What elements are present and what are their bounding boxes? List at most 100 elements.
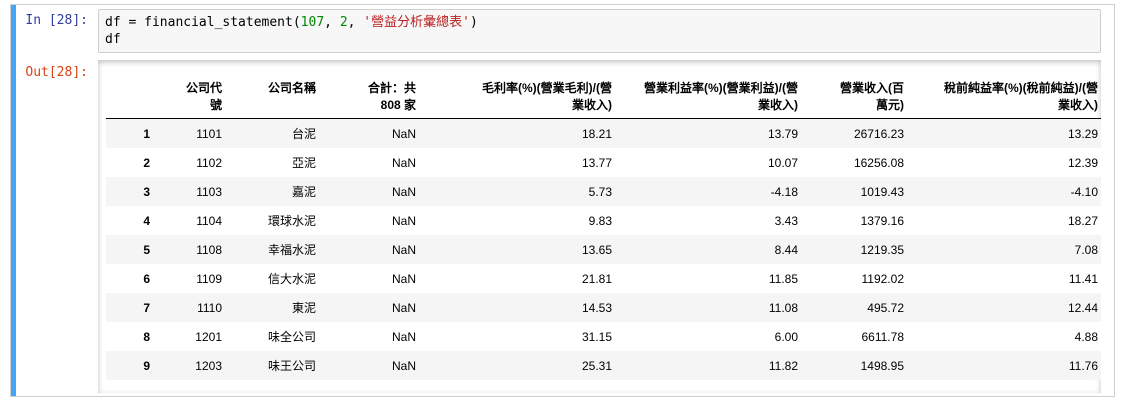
table-cell: 嘉泥 bbox=[291, 185, 316, 199]
table-cell: 25.31 bbox=[581, 358, 612, 373]
code-editor[interactable]: df = financial_statement(107, 2, '營益分析彙總… bbox=[98, 9, 1101, 53]
table-cell: 台泥 bbox=[291, 127, 316, 141]
table-cell: 1109 bbox=[196, 271, 222, 286]
table-cell: 11.41 bbox=[1068, 271, 1098, 286]
table-cell: 1103 bbox=[196, 184, 222, 199]
table-cell: 21.81 bbox=[581, 271, 612, 286]
table-header-row: 公司代號 公司名稱 合計：共 808 家 毛利率(%)(營業毛利)/(營業收入) 營業利… bbox=[106, 76, 1101, 119]
table-cell: 味王公司 bbox=[267, 359, 316, 373]
row-index: 7 bbox=[143, 300, 150, 315]
code-token: ) bbox=[469, 15, 478, 30]
table-cell: 1108 bbox=[196, 242, 222, 257]
table-cell: 9.83 bbox=[588, 213, 612, 228]
table-cell: 1498.95 bbox=[860, 358, 904, 373]
table-cell: 6.00 bbox=[774, 329, 798, 344]
table-cell: 1110 bbox=[197, 300, 222, 315]
code-token: df = financial_statement( bbox=[105, 15, 301, 30]
table-cell: 1203 bbox=[195, 358, 222, 373]
table-cell: 環球水泥 bbox=[267, 214, 316, 228]
table-cell: NaN bbox=[391, 184, 416, 199]
column-header-line: 號 bbox=[209, 98, 222, 112]
table-cell: NaN bbox=[391, 358, 416, 373]
column-header-line: 公司代 bbox=[185, 81, 222, 95]
output-prompt: Out[28]: bbox=[25, 65, 88, 80]
notebook-cell[interactable] bbox=[10, 4, 1115, 397]
column-header-line: 毛利率(%)(營業毛利)/(營 bbox=[482, 81, 612, 95]
table-cell: 6611.78 bbox=[861, 329, 905, 344]
row-index: 3 bbox=[143, 184, 150, 199]
code-line-1: df = financial_statement(107, 2, '營益分析彙總… bbox=[105, 14, 1100, 31]
column-header: 營業收入(百 萬元) bbox=[806, 76, 912, 119]
row-index: 4 bbox=[143, 213, 150, 228]
table-cell: 1379.16 bbox=[860, 213, 904, 228]
table-cell: 味全公司 bbox=[267, 330, 316, 344]
column-header-line: 業收入) bbox=[758, 98, 798, 112]
row-index: 8 bbox=[143, 329, 150, 344]
table-cell: 13.29 bbox=[1067, 126, 1098, 141]
table-cell: -4.10 bbox=[1070, 184, 1098, 199]
row-index: 6 bbox=[143, 271, 150, 286]
column-header: 公司代號 bbox=[158, 76, 230, 119]
column-header: 公司名稱 bbox=[230, 76, 324, 119]
table-cell: 亞泥 bbox=[291, 156, 316, 170]
table-cell: 10.07 bbox=[767, 155, 798, 170]
output-area[interactable]: 公司代號 公司名稱 合計：共 808 家 毛利率(%)(營業毛利)/(營業收入) 營業利… bbox=[98, 60, 1101, 393]
table-cell: 1219.35 bbox=[860, 242, 904, 257]
table-cell: 1192.02 bbox=[861, 271, 905, 286]
code-token: , bbox=[347, 15, 364, 30]
table-cell: 14.53 bbox=[581, 300, 612, 315]
column-header-line: 合計：共 bbox=[367, 81, 416, 95]
input-prompt: In [28]: bbox=[25, 13, 88, 28]
row-index: 5 bbox=[143, 242, 150, 257]
column-header-line: 萬元) bbox=[876, 98, 904, 112]
column-header-line: 稅前純益率(%)(稅前純益)/(營 bbox=[944, 81, 1098, 95]
table-cell: 11.08 bbox=[768, 300, 798, 315]
row-index: 9 bbox=[143, 358, 150, 373]
table-cell: 11.82 bbox=[768, 358, 798, 373]
table-cell: 東泥 bbox=[291, 301, 316, 315]
table-cell: 31.15 bbox=[581, 329, 612, 344]
table-cell: NaN bbox=[391, 126, 416, 141]
table-cell: 13.77 bbox=[581, 155, 612, 170]
dataframe-table: 公司代號 公司名稱 合計：共 808 家 毛利率(%)(營業毛利)/(營業收入) 營業利… bbox=[106, 76, 1101, 380]
table-cell: 1019.43 bbox=[860, 184, 904, 199]
table-cell: 18.21 bbox=[581, 126, 612, 141]
table-cell: 7.08 bbox=[1074, 242, 1098, 257]
table-cell: 11.85 bbox=[768, 271, 798, 286]
row-index: 1 bbox=[143, 126, 150, 141]
table-cell: NaN bbox=[391, 213, 416, 228]
code-string: '營益分析彙總表' bbox=[363, 15, 470, 30]
code-line-2: df bbox=[105, 32, 121, 47]
table-cell: NaN bbox=[391, 271, 416, 286]
table-cell: 26716.23 bbox=[853, 126, 904, 141]
table-cell: 495.72 bbox=[867, 300, 904, 315]
code-number: 107 bbox=[300, 15, 325, 30]
column-header: 合計：共 808 家 bbox=[324, 76, 424, 119]
table-cell: NaN bbox=[391, 242, 416, 257]
table-cell: 11.76 bbox=[1068, 358, 1098, 373]
table-cell: 信大水泥 bbox=[267, 272, 316, 286]
column-header-line: 業收入) bbox=[572, 98, 612, 112]
table-cell: 1104 bbox=[196, 213, 222, 228]
table-cell: 1102 bbox=[196, 155, 222, 170]
table-cell: 13.79 bbox=[767, 126, 798, 141]
table-cell: 18.27 bbox=[1067, 213, 1098, 228]
table-cell: 幸福水泥 bbox=[267, 243, 316, 257]
column-header-line: 公司名稱 bbox=[267, 81, 316, 95]
table-cell: 8.44 bbox=[774, 242, 798, 257]
table-cell: 13.65 bbox=[581, 242, 612, 257]
table-cell: NaN bbox=[391, 300, 416, 315]
table-cell: 5.73 bbox=[588, 184, 612, 199]
code-number: 2 bbox=[339, 15, 348, 30]
table-cell: 1201 bbox=[195, 329, 222, 344]
table-cell: 4.88 bbox=[1074, 329, 1098, 344]
column-header-line: 營業利益率(%)(營業利益)/(營 bbox=[644, 81, 798, 95]
table-cell: 1101 bbox=[196, 126, 222, 141]
column-header-line bbox=[238, 97, 316, 114]
